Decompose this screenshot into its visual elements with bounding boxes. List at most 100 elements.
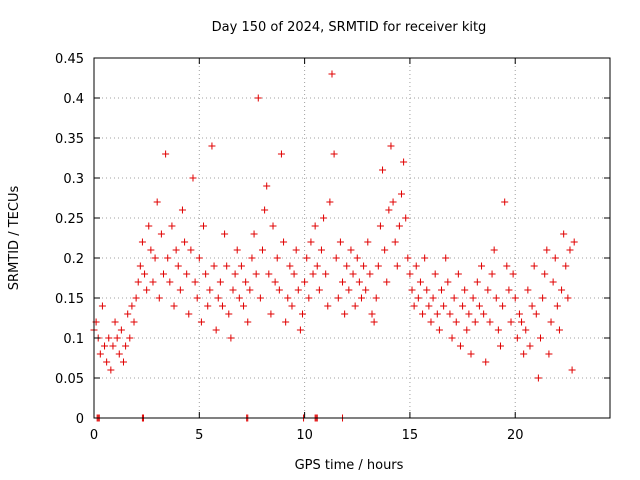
- data-point: [547, 318, 555, 326]
- data-point: [389, 198, 397, 206]
- data-point: [412, 262, 420, 270]
- y-tick-label: 0.25: [55, 212, 84, 227]
- data-point: [294, 286, 302, 294]
- y-tick-label: 0.45: [55, 52, 84, 67]
- y-tick-label: 0.3: [63, 172, 84, 187]
- data-point: [288, 302, 296, 310]
- y-tick-label: 0.35: [55, 132, 84, 147]
- data-point: [187, 246, 195, 254]
- data-point: [305, 294, 313, 302]
- data-point: [505, 286, 513, 294]
- y-tick-label: 0.15: [55, 292, 84, 307]
- data-point: [518, 318, 526, 326]
- data-point: [307, 238, 315, 246]
- data-point: [107, 366, 115, 374]
- data-point: [492, 294, 500, 302]
- data-point: [528, 302, 536, 310]
- data-point: [153, 198, 161, 206]
- data-point: [370, 318, 378, 326]
- data-point: [124, 310, 132, 318]
- data-point: [164, 254, 172, 262]
- data-point: [368, 310, 376, 318]
- data-point: [204, 302, 212, 310]
- data-point: [360, 262, 368, 270]
- data-point: [402, 214, 410, 222]
- data-point: [244, 318, 252, 326]
- data-point: [280, 238, 288, 246]
- data-point: [463, 326, 471, 334]
- data-point: [122, 342, 130, 350]
- data-point: [372, 294, 380, 302]
- data-point: [509, 270, 517, 278]
- data-point: [522, 326, 530, 334]
- data-point: [170, 302, 178, 310]
- data-point: [553, 302, 561, 310]
- data-point: [233, 246, 241, 254]
- data-point: [265, 270, 273, 278]
- data-point: [322, 270, 330, 278]
- data-point: [446, 310, 454, 318]
- data-point: [221, 230, 229, 238]
- data-point: [290, 270, 298, 278]
- data-point: [256, 294, 264, 302]
- data-point: [366, 270, 374, 278]
- data-point: [113, 334, 121, 342]
- data-point: [459, 302, 467, 310]
- data-point: [254, 94, 262, 102]
- data-point: [101, 342, 109, 350]
- data-point: [421, 254, 429, 262]
- data-point: [438, 286, 446, 294]
- data-point: [250, 230, 258, 238]
- data-point: [183, 270, 191, 278]
- data-point: [197, 318, 205, 326]
- y-tick-label: 0.05: [55, 372, 84, 387]
- data-point: [555, 326, 563, 334]
- data-point: [328, 70, 336, 78]
- data-point: [351, 302, 359, 310]
- data-point: [558, 286, 566, 294]
- data-point: [258, 246, 266, 254]
- data-point: [526, 342, 534, 350]
- data-point: [326, 198, 334, 206]
- data-point: [545, 350, 553, 358]
- data-point: [261, 206, 269, 214]
- data-point: [214, 294, 222, 302]
- data-point: [482, 358, 490, 366]
- data-point: [456, 342, 464, 350]
- y-axis-label: SRMTID / TECUs: [7, 186, 22, 291]
- x-tick-label: 5: [195, 428, 203, 443]
- data-point: [111, 318, 119, 326]
- data-point: [452, 318, 460, 326]
- data-point: [252, 270, 260, 278]
- data-point: [503, 262, 511, 270]
- data-point: [427, 318, 435, 326]
- data-point: [181, 238, 189, 246]
- data-point: [379, 166, 387, 174]
- data-point: [330, 150, 338, 158]
- data-point: [501, 198, 509, 206]
- data-point: [311, 222, 319, 230]
- data-point: [566, 246, 574, 254]
- data-point: [562, 262, 570, 270]
- data-point: [341, 310, 349, 318]
- data-point: [480, 310, 488, 318]
- x-axis-label: GPS time / hours: [295, 458, 404, 473]
- data-point: [475, 302, 483, 310]
- data-point: [134, 278, 142, 286]
- data-point: [347, 246, 355, 254]
- data-point: [431, 270, 439, 278]
- data-point: [282, 318, 290, 326]
- data-point: [478, 262, 486, 270]
- data-point: [147, 246, 155, 254]
- data-point: [435, 326, 443, 334]
- data-point: [391, 238, 399, 246]
- data-point: [408, 286, 416, 294]
- data-point: [155, 294, 163, 302]
- data-point: [530, 262, 538, 270]
- data-point: [216, 278, 224, 286]
- data-point: [416, 278, 424, 286]
- data-point: [200, 222, 208, 230]
- data-point: [126, 334, 134, 342]
- y-tick-label: 0.1: [63, 332, 84, 347]
- data-point: [551, 254, 559, 262]
